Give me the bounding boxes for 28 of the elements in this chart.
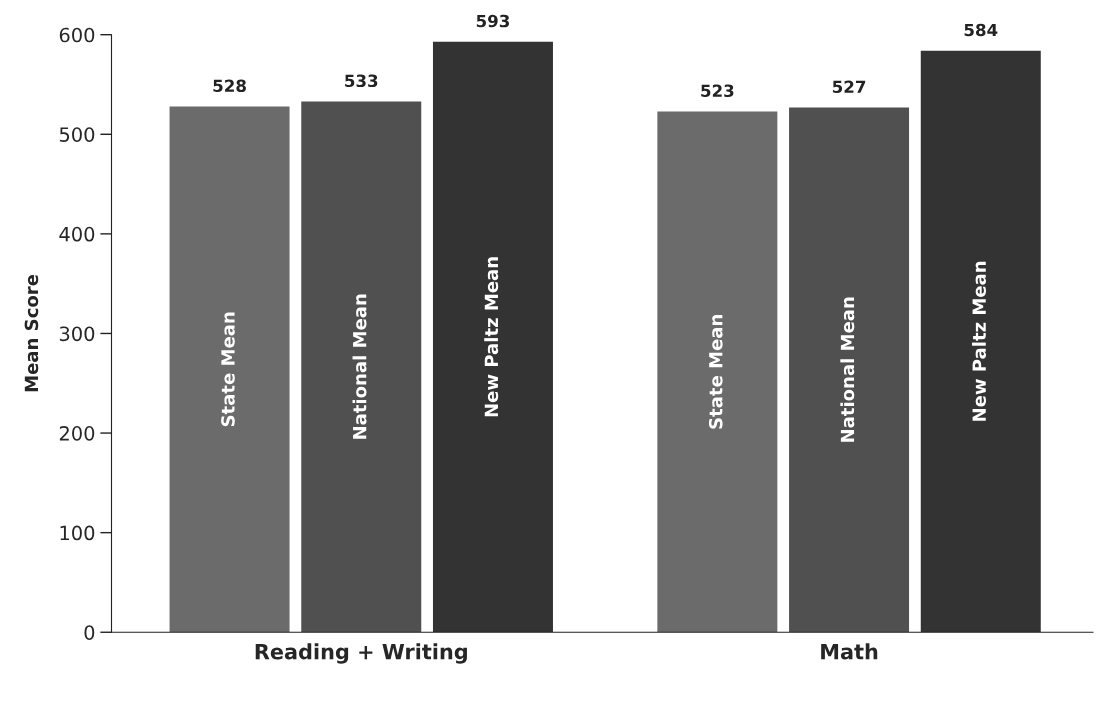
text: State Mean <box>221 312 235 427</box>
data-label: 528 <box>213 79 246 93</box>
y-tick-label: 0 <box>84 625 95 640</box>
text: New Paltz Mean <box>484 257 499 417</box>
y-tick-label: 100 <box>60 525 95 541</box>
series-label: National Mean <box>352 294 367 439</box>
y-tick-label: 400 <box>59 226 95 242</box>
data-label: 584 <box>964 23 998 37</box>
bar <box>920 50 1041 633</box>
data-label: 533 <box>345 74 378 88</box>
bar <box>657 111 778 633</box>
bar <box>789 107 910 633</box>
data-label: 527 <box>832 80 866 94</box>
y-tick-label: 500 <box>59 127 95 142</box>
y-tick-label: 300 <box>59 326 95 342</box>
bar <box>301 101 422 633</box>
y-axis-title: Mean Score <box>24 274 39 392</box>
bar <box>169 106 290 633</box>
y-tick-label: 200 <box>59 426 95 441</box>
data-label: 523 <box>701 84 734 98</box>
data-label: 593 <box>476 14 510 28</box>
x-tick-label: Reading + Writing <box>255 643 467 664</box>
y-tick-label: 600 <box>59 27 95 43</box>
bar <box>432 41 553 633</box>
series-label: New Paltz Mean <box>972 261 986 421</box>
series-label: State Mean <box>708 315 723 429</box>
x-tick-label: Math <box>821 643 878 660</box>
text: National Mean <box>840 297 855 442</box>
